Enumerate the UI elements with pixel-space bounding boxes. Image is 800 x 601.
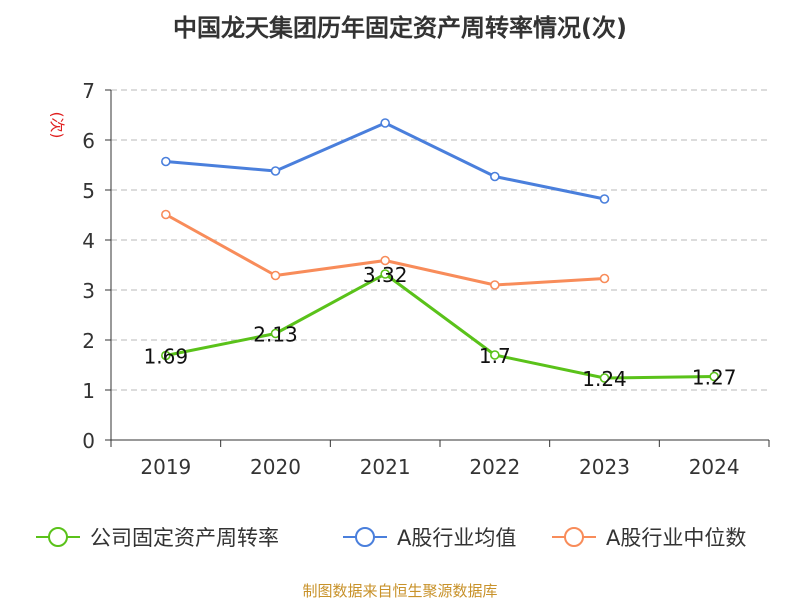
source-note: 制图数据来自恒生聚源数据库: [302, 582, 498, 600]
data-label: 1.69: [144, 345, 189, 369]
legend-marker: [564, 527, 584, 547]
legend-marker: [355, 527, 375, 547]
y-tick-label: 1: [82, 379, 95, 403]
x-tick-label: 2021: [360, 455, 411, 479]
y-tick-label: 5: [82, 179, 95, 203]
chart-title: 中国龙天集团历年固定资产周转率情况(次): [173, 14, 627, 42]
data-point-2: [599, 273, 610, 284]
y-tick-label: 2: [82, 329, 95, 353]
series-line-0: [165, 272, 715, 380]
data-point-0: [490, 350, 500, 360]
legend-label: 公司固定资产周转率: [90, 526, 279, 550]
data-point-0: [599, 373, 610, 383]
x-tick-label: 2024: [689, 455, 740, 479]
data-point-0: [161, 350, 171, 361]
y-tick-label: 6: [82, 129, 95, 153]
data-point-0: [380, 269, 390, 279]
x-tick-label: 2022: [469, 455, 520, 479]
data-point-1: [599, 194, 610, 204]
data-point-0: [270, 328, 281, 339]
y-tick-label: 4: [82, 229, 95, 253]
y-axis-label: (次): [48, 112, 66, 139]
data-point-0: [709, 371, 719, 382]
data-label: 2.13: [253, 323, 298, 347]
data-point-1: [161, 156, 171, 167]
data-point-2: [490, 280, 500, 290]
y-tick-label: 7: [82, 79, 95, 103]
series-line-1: [165, 121, 605, 201]
data-label: 3.32: [363, 263, 408, 287]
x-tick-label: 2020: [250, 455, 301, 479]
data-point-2: [380, 255, 390, 266]
data-label: 1.27: [692, 366, 737, 390]
y-tick-label: 0: [82, 429, 95, 453]
data-point-1: [380, 118, 390, 128]
data-label: 1.7: [479, 344, 511, 368]
x-tick-label: 2019: [140, 455, 191, 479]
data-label: 1.24: [582, 367, 627, 391]
legend-label: A股行业均值: [397, 526, 516, 550]
data-point-1: [490, 171, 500, 182]
legend-label: A股行业中位数: [606, 526, 746, 550]
data-point-1: [270, 166, 281, 176]
legend-marker: [48, 527, 68, 547]
data-point-2: [161, 209, 171, 220]
y-tick-label: 3: [82, 279, 95, 303]
data-point-2: [270, 270, 281, 281]
x-tick-label: 2023: [579, 455, 630, 479]
